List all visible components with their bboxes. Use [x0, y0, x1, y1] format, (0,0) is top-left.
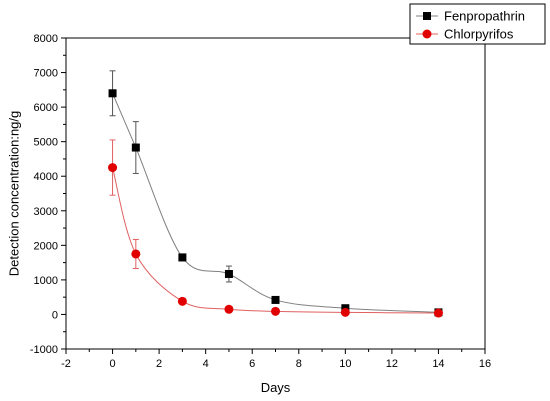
series-line	[112, 93, 439, 313]
x-tick-label: 0	[109, 358, 115, 370]
data-point	[178, 253, 187, 262]
x-tick-label: 8	[296, 358, 302, 370]
y-tick-label: 4000	[34, 171, 58, 183]
series-line	[112, 167, 439, 314]
data-point	[131, 143, 140, 152]
series-fenpropathrin	[108, 70, 443, 317]
legend-label: Fenpropathrin	[444, 9, 525, 24]
legend-marker	[422, 29, 432, 39]
data-point	[224, 270, 233, 279]
y-tick-label: 6000	[34, 102, 58, 114]
x-axis-title: Days	[261, 380, 291, 395]
x-tick-label: 10	[339, 358, 351, 370]
data-point	[177, 296, 187, 306]
y-tick-label: 8000	[34, 33, 58, 45]
legend-box	[409, 3, 546, 45]
x-tick-label: 2	[156, 358, 162, 370]
x-tick-label: 4	[203, 358, 209, 370]
x-tick-label: -2	[61, 358, 71, 370]
data-point	[340, 307, 350, 317]
legend: Fenpropathrin Chlorpyrifos	[409, 3, 546, 45]
data-point	[433, 308, 443, 318]
y-tick-label: 2000	[34, 240, 58, 252]
y-tick-label: -1000	[30, 344, 58, 356]
x-tick-label: 16	[479, 358, 491, 370]
data-point	[108, 163, 118, 173]
data-point	[271, 295, 280, 304]
x-tick-label: 6	[249, 358, 255, 370]
data-point	[108, 89, 117, 98]
x-tick-label: 14	[432, 358, 444, 370]
x-tick-label: 12	[386, 358, 398, 370]
y-tick-label: 5000	[34, 137, 58, 149]
legend-marker	[423, 12, 431, 20]
axes: -2 0 2 4 6 8 10 12 14 16 -1000 0 1000 2000 3000 4000 500…	[30, 33, 491, 370]
y-axis-title: Detection concentration:ng/g	[7, 111, 22, 277]
y-tick-label: 1000	[34, 275, 58, 287]
y-tick-label: 7000	[34, 68, 58, 80]
data-point	[224, 304, 234, 314]
data-point	[271, 306, 280, 316]
data-point	[131, 249, 141, 259]
y-tick-label: 3000	[34, 206, 58, 218]
legend-label: Chlorpyrifos	[444, 27, 514, 42]
series-chlorpyrifos	[108, 139, 443, 318]
plot-area	[108, 70, 443, 318]
y-tick-label: 0	[52, 309, 58, 321]
